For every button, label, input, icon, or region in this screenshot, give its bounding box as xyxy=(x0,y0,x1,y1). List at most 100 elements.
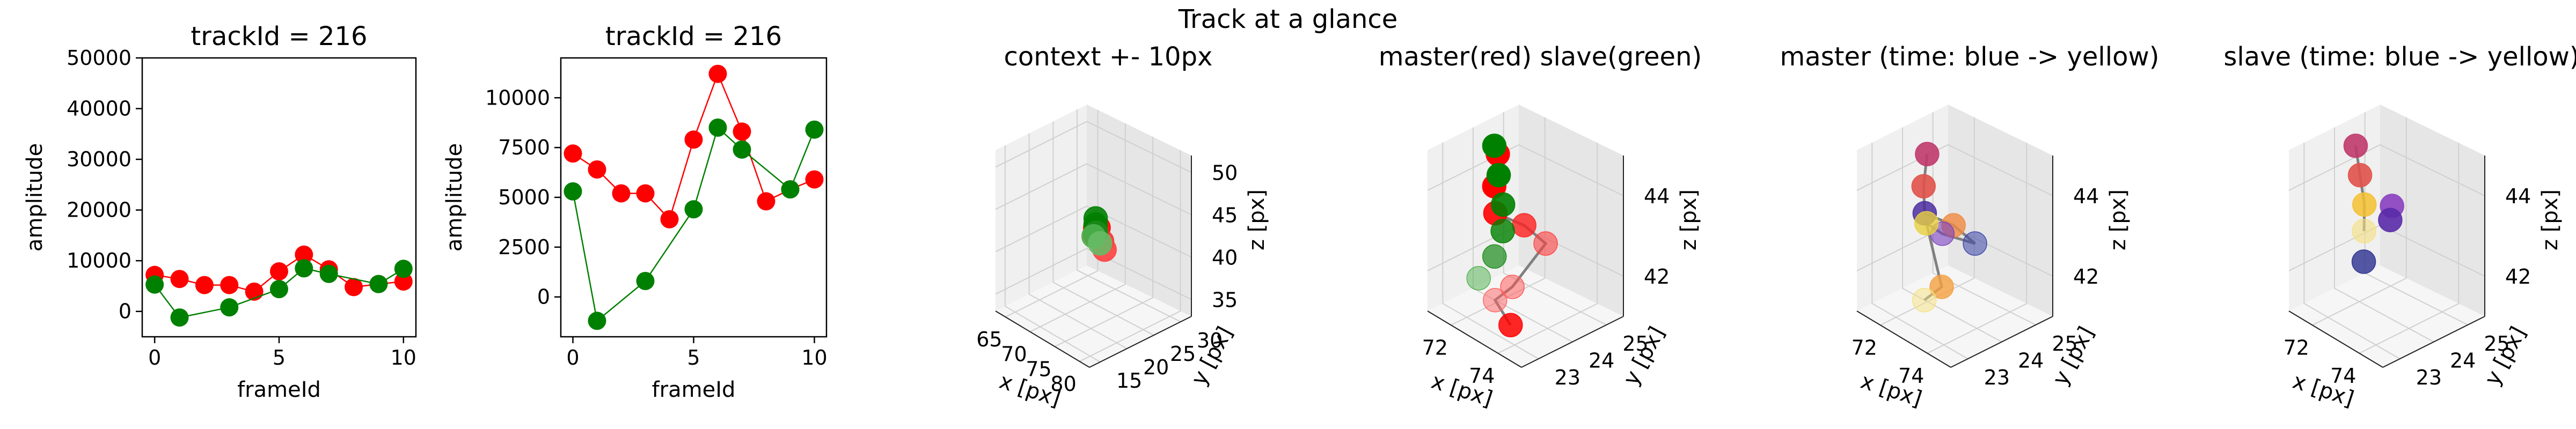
grid-line xyxy=(2312,117,2407,326)
x-axis-label: frameId xyxy=(652,378,736,402)
x-axis-line xyxy=(1427,310,1522,368)
data-point xyxy=(220,276,239,294)
trajectory-line xyxy=(2354,145,2366,232)
z-tick-label: 44 xyxy=(1644,184,1670,208)
data-point xyxy=(805,170,824,189)
y-tick-label: 10000 xyxy=(485,86,550,109)
data-point xyxy=(1915,142,1940,167)
x-axis-line xyxy=(995,310,1090,368)
x-tick-label: 74 xyxy=(1469,364,1495,388)
grid-line xyxy=(995,163,1192,216)
grid-line xyxy=(1004,145,1101,363)
data-point xyxy=(270,262,288,281)
data-point xyxy=(733,122,751,141)
grid-line xyxy=(1055,137,1154,347)
chart-title: master (time: blue -> yellow) xyxy=(1780,42,2160,72)
data-point xyxy=(1466,266,1491,291)
y-tick-label: 10000 xyxy=(67,249,131,272)
y-tick-label: 23 xyxy=(1984,366,2010,389)
y-tick-label: 15 xyxy=(1116,369,1142,393)
line-chart-2: 0 5 10 0 2500 5000 7500 10000 trackId = 216 frame… xyxy=(442,21,828,402)
data-point xyxy=(588,160,606,179)
data-point xyxy=(708,119,727,137)
grid-line xyxy=(1451,117,1546,326)
data-point xyxy=(1088,231,1113,256)
grid-line xyxy=(995,248,1192,300)
grid-line xyxy=(1005,110,1099,317)
y-axis-label: amplitude xyxy=(442,143,467,252)
grid-line xyxy=(2303,142,2401,360)
pane-floor xyxy=(996,265,1191,367)
data-point xyxy=(170,270,189,289)
data-point xyxy=(684,130,703,149)
line-chart-1: 0 5 10 0 10000 20000 30000 40000 50000 trackId = … xyxy=(23,21,417,402)
data-point xyxy=(1912,287,1937,313)
data-point xyxy=(295,259,313,278)
data-point xyxy=(1500,275,1525,299)
y-axis-line xyxy=(1089,316,1192,368)
y-tick-label: 23 xyxy=(1555,366,1580,389)
data-point xyxy=(733,140,751,159)
grid-line xyxy=(1079,150,1181,362)
z-axis-label: z [px] xyxy=(2538,189,2563,250)
x-axis-line xyxy=(1856,310,1951,368)
y-axis-line xyxy=(2382,316,2485,368)
data-point xyxy=(195,276,214,294)
z-tick-label: 42 xyxy=(1644,265,1670,289)
data-point xyxy=(394,272,413,291)
y-tick-label: 50000 xyxy=(67,46,131,70)
chart-title: trackId = 216 xyxy=(191,21,367,51)
data-point xyxy=(1963,231,1987,256)
y-axis-line xyxy=(1521,316,1624,368)
data-point xyxy=(1490,219,1515,243)
grid-line xyxy=(1052,121,1154,336)
y-tick-label: 24 xyxy=(2450,349,2476,373)
data-point xyxy=(588,312,606,330)
z-tick-label: 44 xyxy=(2505,184,2531,208)
grid-line xyxy=(1077,109,1181,322)
data-point xyxy=(369,275,388,293)
data-point xyxy=(2352,192,2377,217)
z-tick-label: 42 xyxy=(2073,265,2099,289)
data-point xyxy=(1486,162,1511,188)
data-point xyxy=(805,120,824,139)
z-tick-label: 40 xyxy=(1212,246,1238,269)
data-point xyxy=(270,280,288,299)
chart-title: trackId = 216 xyxy=(605,21,782,51)
x-tick-label: 74 xyxy=(2330,364,2356,388)
grid-line xyxy=(1856,144,2053,196)
data-point xyxy=(564,182,582,201)
data-point xyxy=(2351,249,2376,274)
figure-suptitle: Track at a glance xyxy=(1178,4,1398,34)
data-point xyxy=(319,264,338,283)
x-tick-label: 10 xyxy=(391,346,416,369)
y-tick-label: 24 xyxy=(2018,349,2044,373)
y-tick-label: 25 xyxy=(2052,332,2077,356)
z-tick-label: 44 xyxy=(2073,184,2099,208)
data-point xyxy=(781,180,800,199)
y-tick-label: 25 xyxy=(1170,342,1196,366)
grid-line xyxy=(1427,144,1624,196)
pane-right xyxy=(1087,105,1191,316)
z-tick-label: 50 xyxy=(1212,161,1238,185)
data-point xyxy=(1914,211,1939,236)
data-point xyxy=(612,184,631,203)
y-tick-label: 2500 xyxy=(498,235,550,259)
grid-line xyxy=(1028,133,1128,349)
data-point xyxy=(1482,134,1507,158)
chart-title: master(red) slave(green) xyxy=(1379,42,1702,72)
y-tick-label: 5000 xyxy=(498,186,550,209)
data-point xyxy=(1911,174,1936,199)
data-point xyxy=(684,200,703,219)
z-tick-label: 42 xyxy=(2505,265,2531,289)
z-axis-label: z [px] xyxy=(1245,189,1269,250)
x-tick-label: 74 xyxy=(1898,364,1924,388)
data-point xyxy=(1533,231,1558,256)
grid-line xyxy=(1902,127,2002,343)
y-axis-label: amplitude xyxy=(23,143,47,252)
data-point xyxy=(564,144,582,163)
x-axis-label: frameId xyxy=(237,378,321,402)
